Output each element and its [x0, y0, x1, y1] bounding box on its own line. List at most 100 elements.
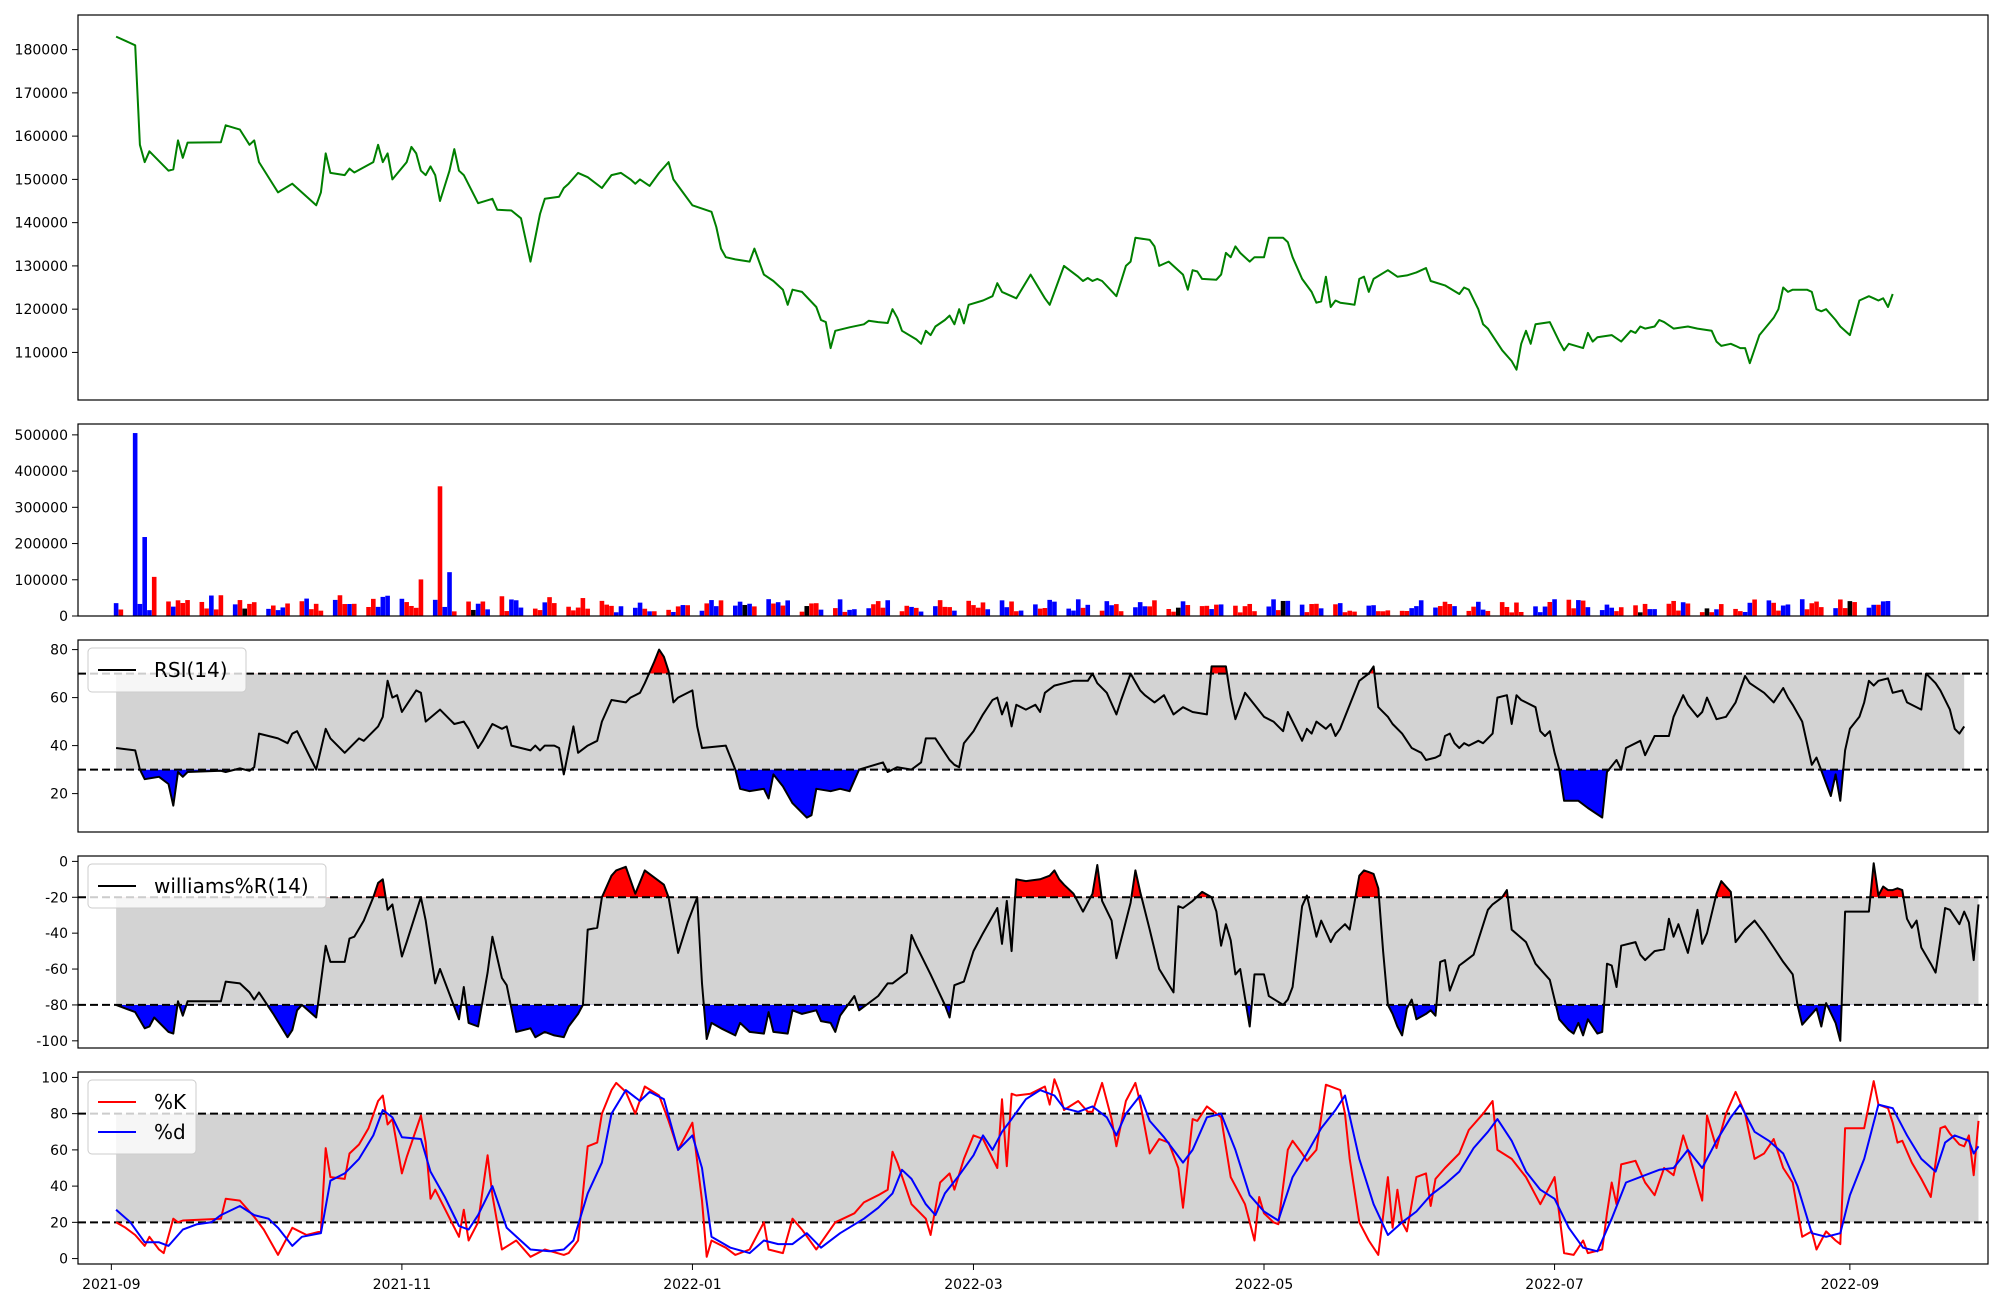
- y-tick-label: -100: [36, 1034, 68, 1050]
- axes-frame: [77, 14, 1989, 401]
- volume-bar: [747, 603, 752, 616]
- volume-bar: [266, 608, 271, 616]
- volume-bar: [852, 609, 857, 616]
- volume-bar: [1037, 608, 1043, 616]
- y-tick-label: 100000: [15, 573, 68, 589]
- volume-bar: [999, 600, 1005, 616]
- y-tick-label: 200000: [15, 537, 68, 553]
- volume-bar: [170, 606, 176, 616]
- volume-bar: [1418, 600, 1424, 616]
- volume-bar: [142, 537, 147, 616]
- volume-bar: [509, 599, 514, 616]
- volume-bar: [599, 600, 605, 616]
- volume-bar: [1604, 604, 1610, 616]
- volume-bar: [780, 605, 786, 616]
- volume-bar: [480, 601, 486, 616]
- volume-bar: [1485, 610, 1491, 616]
- volume-bar: [1752, 599, 1757, 616]
- x-tick-label: 2021-11: [373, 1277, 432, 1293]
- plot-area: [78, 1078, 1988, 1258]
- volume-bar: [1066, 608, 1072, 616]
- volume-bar: [1804, 609, 1810, 616]
- volume-bar: [775, 602, 781, 616]
- volume-bar: [804, 606, 810, 616]
- rsi-14--line: [115, 648, 1966, 819]
- volume-bar: [1766, 600, 1772, 616]
- volume-bar: [1518, 611, 1524, 616]
- plot-area: [78, 862, 1988, 1042]
- volume-bar: [232, 604, 238, 616]
- volume-bar: [1476, 601, 1481, 616]
- volume-bar: [847, 609, 852, 616]
- volume-bar: [637, 602, 643, 616]
- neutral-band: [116, 673, 1965, 770]
- volume-bar: [166, 601, 171, 616]
- volume-bar: [1285, 600, 1291, 616]
- volume-bar: [1409, 608, 1414, 616]
- volume-bar: [718, 600, 724, 616]
- volume-bar: [1271, 599, 1276, 616]
- axes-frame: [77, 855, 1989, 1049]
- volume-bar: [1466, 610, 1472, 616]
- volume-bar: [1714, 609, 1719, 616]
- volume-bar: [947, 607, 952, 616]
- volume-bar: [1566, 599, 1572, 616]
- volume-bar: [1452, 606, 1457, 616]
- volume-bar: [1247, 603, 1253, 616]
- volume-bar: [1809, 603, 1815, 616]
- y-tick-label: 20: [50, 1215, 68, 1231]
- volume-bar: [366, 606, 371, 616]
- volume-bar: [842, 611, 848, 616]
- y-tick-label: 80: [50, 1107, 68, 1123]
- y-tick-label: -20: [45, 890, 68, 906]
- volume-bar: [1880, 601, 1886, 616]
- volume-bar: [1704, 608, 1710, 616]
- volume-bar: [275, 610, 281, 616]
- volume-bar: [299, 601, 305, 616]
- volume-bar: [118, 609, 124, 616]
- volume-bar: [147, 610, 152, 616]
- volume-bar: [613, 612, 619, 616]
- volume-bar: [1818, 607, 1824, 616]
- volume-bar: [1866, 607, 1872, 616]
- plot-area: [115, 35, 1894, 371]
- volume-bar: [909, 606, 914, 616]
- volume-bar: [404, 602, 409, 616]
- volume-bar: [399, 598, 405, 616]
- volume-bar: [471, 609, 476, 616]
- neutral-band: [116, 1113, 1979, 1223]
- volume-bar: [966, 600, 971, 616]
- volume-bar: [1209, 609, 1214, 616]
- volume-bar: [1142, 606, 1148, 616]
- volume-bar: [1137, 602, 1143, 616]
- volume-bar: [447, 572, 452, 616]
- y-tick-label: 150000: [15, 172, 68, 188]
- y-tick-label: 40: [50, 1179, 68, 1195]
- volume-bar: [837, 599, 843, 616]
- volume-bar: [1371, 605, 1376, 616]
- volume-bar: [513, 600, 519, 616]
- volume-bar: [1780, 605, 1786, 616]
- volume-bar: [1242, 606, 1248, 616]
- volume-bar: [1004, 607, 1010, 616]
- legend-label: %d: [154, 1120, 186, 1144]
- y-tick-label: 170000: [15, 86, 68, 102]
- volume-bar: [1480, 609, 1486, 616]
- volume-bar: [737, 601, 743, 616]
- volume-bar: [1833, 608, 1838, 616]
- volume-bar: [1304, 612, 1310, 616]
- volume-bar: [247, 603, 252, 616]
- volume-bar: [1299, 604, 1305, 616]
- volume-bar: [1104, 601, 1110, 616]
- volume-bar: [1318, 608, 1324, 616]
- volume-bar: [418, 579, 424, 616]
- volume-bar: [199, 601, 205, 616]
- volume-bar: [347, 604, 352, 616]
- y-tick-label: 0: [59, 609, 68, 625]
- volume-bar: [699, 610, 705, 616]
- volume-bar: [1504, 606, 1510, 616]
- volume-bar: [151, 576, 157, 616]
- volume-bar: [604, 604, 610, 616]
- legend-label: %K: [154, 1090, 187, 1114]
